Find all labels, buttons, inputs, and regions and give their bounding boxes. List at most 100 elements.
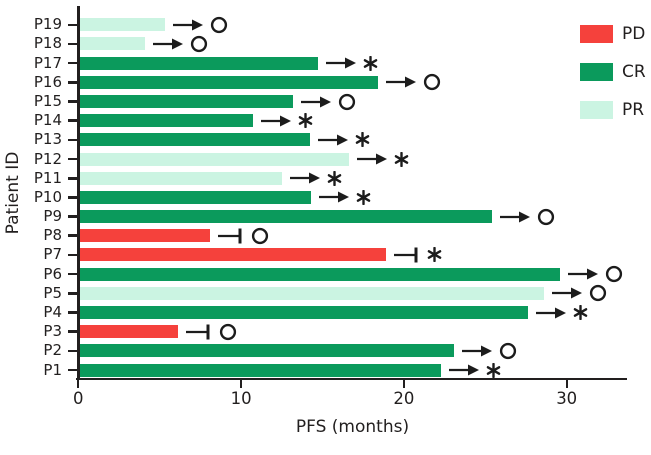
asterisk-marker-icon — [327, 170, 342, 186]
pfs-bar-p2 — [80, 344, 455, 358]
y-tick — [68, 138, 77, 142]
marker-group-p17 — [325, 53, 378, 73]
patient-label-p7: P7 — [43, 245, 62, 264]
pfs-bar-p11 — [80, 171, 282, 185]
circle-marker-icon — [589, 284, 607, 302]
pfs-bar-p17 — [80, 56, 318, 70]
patient-label-p8: P8 — [43, 226, 62, 245]
marker-group-p2 — [462, 341, 517, 361]
patient-label-p1: P1 — [43, 360, 62, 379]
arrow-right-icon — [301, 95, 332, 109]
arrow-right-icon — [325, 56, 356, 70]
pfs-bar-p9 — [80, 210, 492, 224]
pfs-bar-p10 — [80, 190, 312, 204]
y-tick — [68, 61, 77, 65]
y-tick — [68, 272, 77, 276]
arrow-right-icon — [385, 75, 416, 89]
x-tick — [565, 380, 568, 388]
y-tick — [68, 253, 77, 257]
asterisk-marker-icon — [427, 247, 442, 263]
arrow-right-icon — [260, 114, 291, 128]
asterisk-marker-icon — [298, 112, 313, 129]
arrow-right-icon — [317, 133, 348, 147]
x-tick-label: 30 — [556, 389, 578, 408]
marker-group-p3 — [185, 322, 237, 342]
marker-group-p13 — [317, 130, 370, 150]
pfs-bar-p16 — [80, 75, 378, 89]
y-axis-title: Patient ID — [3, 151, 23, 235]
patient-label-p11: P11 — [33, 168, 62, 187]
x-tick — [239, 380, 243, 388]
asterisk-marker-icon — [573, 304, 588, 321]
marker-group-p4 — [535, 303, 588, 323]
circle-marker-icon — [219, 323, 237, 341]
y-tick — [68, 311, 77, 314]
legend-entry-pd: PD — [580, 25, 646, 43]
patient-label-p17: P17 — [33, 53, 62, 72]
y-tick — [68, 349, 77, 353]
circle-marker-icon — [499, 342, 517, 360]
legend-swatch-pd — [580, 25, 613, 43]
x-tick-label: 20 — [393, 389, 415, 408]
marker-group-p10 — [319, 187, 371, 207]
patient-label-p13: P13 — [33, 130, 62, 149]
pfs-bar-p15 — [80, 95, 294, 109]
x-tick — [77, 380, 80, 388]
marker-group-p6 — [568, 264, 623, 284]
pfs-bar-p5 — [80, 286, 544, 300]
patient-label-p18: P18 — [33, 34, 62, 53]
pfs-bar-p12 — [80, 152, 349, 166]
y-tick — [68, 234, 77, 238]
patient-label-p9: P9 — [43, 207, 62, 226]
legend-entry-pr: PR — [580, 101, 646, 119]
y-tick — [68, 100, 77, 103]
patient-label-p2: P2 — [43, 341, 62, 360]
legend-label-pr: PR — [622, 100, 645, 120]
patient-label-p16: P16 — [33, 72, 62, 91]
pfs-bar-p3 — [80, 325, 178, 339]
arrow-right-icon — [551, 286, 582, 300]
arrow-right-icon — [153, 37, 184, 51]
x-tick — [402, 380, 406, 388]
y-tick — [68, 157, 77, 161]
pfs-bar-p19 — [80, 18, 165, 32]
x-tick-label: 10 — [230, 389, 252, 408]
asterisk-marker-icon — [394, 151, 409, 167]
asterisk-marker-icon — [363, 55, 378, 71]
y-tick — [68, 81, 77, 84]
y-tick — [68, 119, 77, 122]
legend: PD CR PR — [580, 25, 646, 139]
pfs-bar-p4 — [80, 306, 528, 319]
legend-swatch-cr — [580, 63, 613, 81]
pfs-bar-p1 — [80, 363, 442, 377]
pfs-bar-p18 — [80, 37, 146, 51]
marker-group-p8 — [218, 226, 269, 246]
arrow-right-icon — [289, 171, 320, 185]
marker-group-p5 — [551, 283, 607, 303]
arrow-right-icon — [535, 306, 566, 320]
asterisk-marker-icon — [355, 132, 370, 148]
y-tick — [68, 23, 77, 27]
asterisk-marker-icon — [486, 362, 501, 378]
legend-label-cr: CR — [622, 62, 646, 82]
marker-group-p11 — [289, 168, 342, 188]
arrow-right-icon — [568, 267, 599, 281]
y-tick — [68, 176, 77, 180]
y-tick — [68, 330, 77, 333]
marker-group-p12 — [356, 149, 409, 169]
tbar-stop-icon — [394, 246, 420, 264]
marker-group-p19 — [172, 15, 228, 35]
y-axis-line — [77, 6, 80, 380]
legend-label-pd: PD — [622, 24, 646, 44]
marker-group-p1 — [449, 360, 501, 380]
pfs-bar-p8 — [80, 229, 211, 243]
x-axis-line — [76, 377, 627, 381]
patient-label-p6: P6 — [43, 264, 62, 283]
pfs-bar-p6 — [80, 267, 561, 281]
marker-group-p16 — [385, 72, 441, 92]
patient-label-p4: P4 — [43, 303, 62, 321]
circle-marker-icon — [190, 35, 208, 53]
marker-group-p9 — [499, 207, 555, 227]
